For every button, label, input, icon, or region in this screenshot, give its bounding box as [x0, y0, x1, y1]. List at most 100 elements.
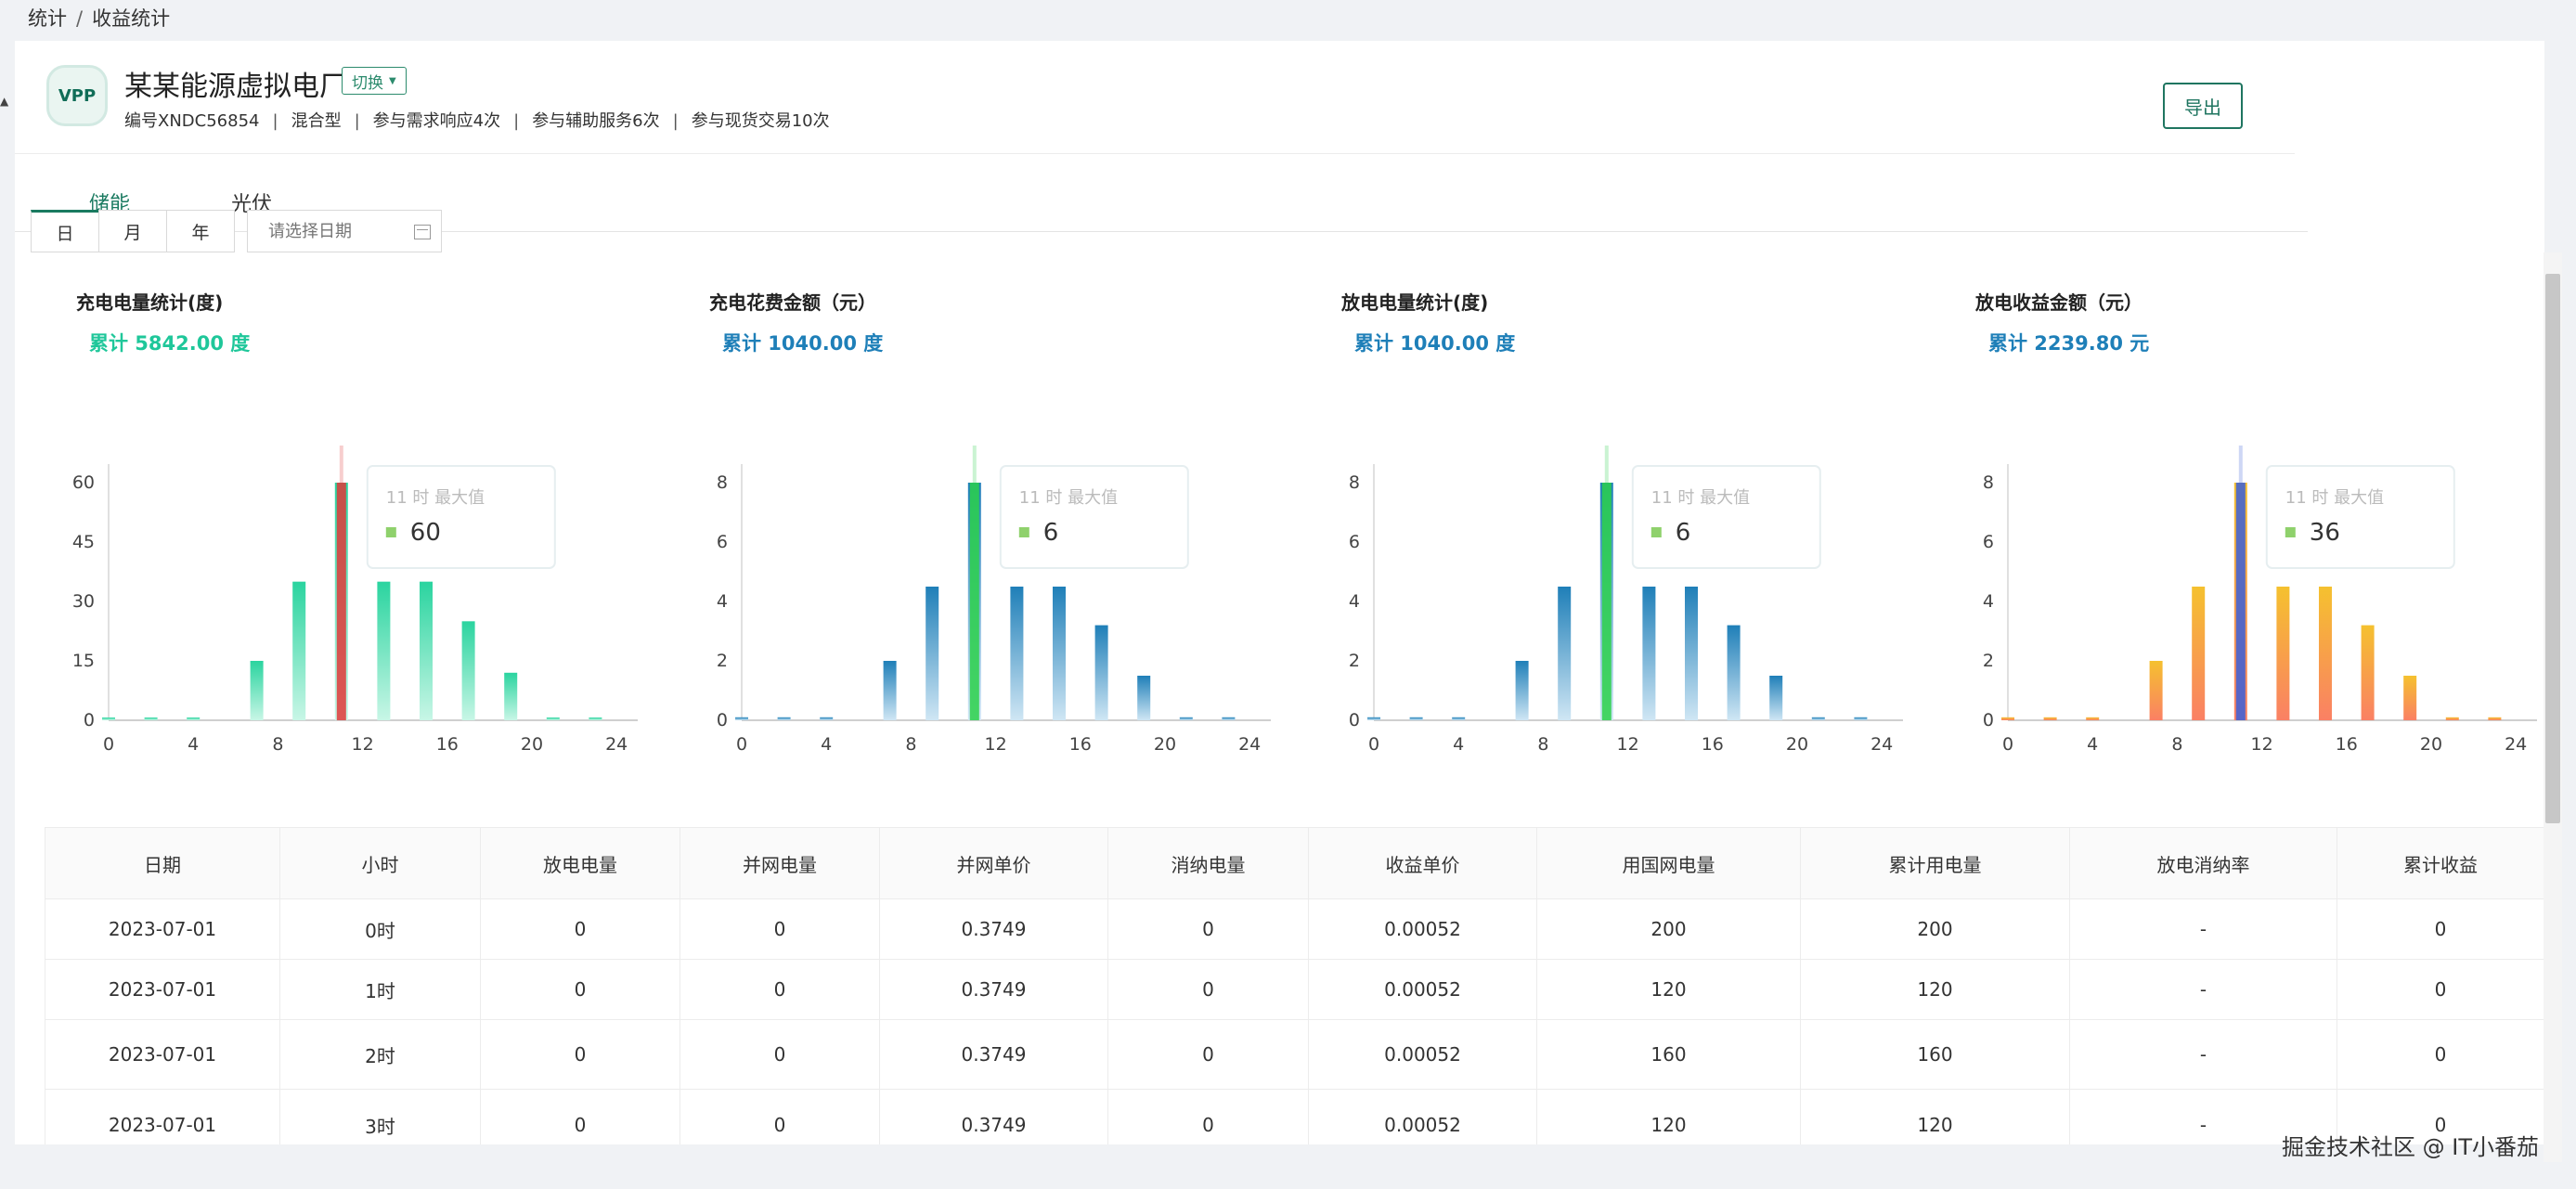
chart-bar: [735, 717, 748, 720]
table-cell: 160: [1536, 1019, 1801, 1090]
x-tick-label: 20: [1786, 734, 1808, 752]
table-cell: 0: [680, 898, 880, 960]
revenue-table: 日期 小时 放电电量 并网电量 并网单价 消纳电量 收益单价 用国网电量 累计用电量 放电消纳率累…: [45, 827, 2544, 1144]
table-cell: 0: [1107, 1089, 1309, 1144]
y-tick-label: 4: [717, 591, 728, 612]
table-cell: -: [2069, 898, 2337, 960]
y-tick-label: 60: [72, 472, 95, 493]
vpp-logo: VPP: [46, 65, 108, 126]
x-tick-label: 24: [1871, 734, 1893, 752]
x-tick-label: 8: [272, 734, 283, 752]
x-tick-label: 12: [1617, 734, 1639, 752]
table-cell: 120: [1536, 959, 1801, 1020]
switch-button[interactable]: 切换 ▼: [342, 67, 407, 95]
table-row[interactable]: 2023-07-01 1时 0 0 0.3749 0 0.00052 120 120-0: [45, 959, 2544, 1020]
x-tick-label: 24: [1238, 734, 1261, 752]
table-row[interactable]: 2023-07-01 0时 0 0 0.3749 0 0.00052 200 200-0: [45, 898, 2544, 960]
tooltip: 11 时 最大值 60: [366, 465, 556, 569]
chart-total: 累计 1040.00 度: [722, 332, 884, 355]
table-cell: 1时: [279, 959, 481, 1020]
chart-bar: [250, 661, 264, 720]
chart-bar: [377, 581, 391, 720]
chart-bar: [1452, 717, 1466, 720]
table-row[interactable]: 2023-07-01 3时 0 0 0.3749 0 0.00052 120 120-0: [45, 1089, 2544, 1144]
x-tick-label: 8: [1537, 734, 1548, 752]
chart-bar: [1179, 717, 1193, 720]
x-tick-label: 0: [103, 734, 114, 752]
table-cell: 0: [480, 1089, 680, 1144]
caret-up-icon[interactable]: ▲: [0, 95, 9, 108]
footer-band: [0, 1144, 2576, 1189]
period-month-button[interactable]: 月: [98, 210, 167, 252]
chart-title: 放电收益金额（元）: [1975, 291, 2142, 314]
chart-bar: [504, 672, 518, 720]
column-header: 并网单价: [879, 827, 1108, 899]
chart-bar: [102, 717, 115, 720]
meta-spot-trading: 参与现货交易10次: [691, 111, 830, 131]
table-cell: 0: [480, 898, 680, 960]
tooltip-title: 11 时 最大值: [2285, 488, 2384, 508]
tooltip-marker: [2285, 527, 2296, 537]
table-cell: 0.3749: [879, 1089, 1108, 1144]
table-cell: -: [2069, 959, 2337, 1020]
table-cell: 0.3749: [879, 898, 1108, 960]
caret-down-icon: ▼: [389, 75, 396, 86]
y-tick-label: 2: [1983, 651, 1994, 671]
table-cell: -: [2069, 1019, 2337, 1090]
chart-total: 累计 2239.80 元: [1988, 332, 2150, 355]
x-tick-label: 0: [1368, 734, 1379, 752]
tooltip: 11 时 最大值 6: [999, 465, 1189, 569]
x-tick-label: 8: [2171, 734, 2182, 752]
x-tick-label: 16: [1069, 734, 1092, 752]
scrollbar-thumb[interactable]: [2545, 274, 2560, 823]
table-cell: 2023-07-01: [45, 1019, 280, 1090]
chart-bar: [1727, 625, 1741, 720]
table-body: 2023-07-01 0时 0 0 0.3749 0 0.00052 200 200-0 2023…: [45, 898, 2544, 1144]
breadcrumb-separator: /: [76, 7, 84, 30]
tooltip: 11 时 最大值 36: [2265, 465, 2455, 569]
calendar-icon[interactable]: [414, 225, 431, 239]
highlight-glow: [1604, 446, 1609, 483]
meta-separator: |: [672, 111, 679, 131]
table-cell: 0: [680, 959, 880, 1020]
period-day-button[interactable]: 日: [31, 210, 99, 252]
column-header: 日期: [45, 827, 280, 899]
export-button[interactable]: 导出: [2163, 83, 2243, 129]
table-cell: 0.00052: [1308, 959, 1537, 1020]
chart-total: 累计 5842.00 度: [89, 332, 251, 355]
chart-bar: [1137, 676, 1151, 720]
meta-separator: |: [513, 111, 520, 131]
period-year-button[interactable]: 年: [166, 210, 235, 252]
chart-bar: [926, 587, 939, 720]
chart-bar: [1642, 587, 1656, 720]
breadcrumb-parent[interactable]: 统计: [28, 7, 67, 30]
y-tick-label: 0: [1983, 710, 1994, 730]
table-cell: 0.00052: [1308, 1089, 1537, 1144]
y-tick-label: 6: [1349, 532, 1360, 552]
chart-bar: [2276, 587, 2290, 720]
tooltip-title: 11 时 最大值: [1019, 488, 1118, 508]
table-cell: 0时: [279, 898, 481, 960]
column-header: 消纳电量: [1107, 827, 1309, 899]
y-tick-label: 45: [72, 532, 95, 552]
column-header: 累计用电量: [1800, 827, 2070, 899]
tooltip-box: [1631, 465, 1821, 569]
date-picker-input[interactable]: [247, 210, 442, 252]
chart-bar: [1367, 717, 1380, 720]
chart-bar: [2149, 661, 2163, 720]
chart-bar: [777, 717, 791, 720]
chart-discharge-revenue: 0 2 4 6 8 0 4 8 12 16 20 24 11 时 最大值 36 放电收益金额（元） 累计 …: [1961, 288, 2576, 752]
plant-meta: 编号XNDC56854 | 混合型 | 参与需求响应4次 | 参与辅助服务6次 | 参与现货交易…: [124, 108, 830, 132]
chart-bar: [2403, 676, 2417, 720]
chart-bar: [461, 621, 475, 720]
x-tick-label: 4: [821, 734, 832, 752]
y-tick-label: 0: [717, 710, 728, 730]
table-row[interactable]: 2023-07-01 2时 0 0 0.3749 0 0.00052 160 160-0: [45, 1019, 2544, 1090]
y-tick-label: 8: [717, 472, 728, 493]
x-tick-label: 12: [2251, 734, 2273, 752]
chart-bar: [2445, 717, 2459, 720]
y-tick-label: 15: [72, 651, 95, 671]
meta-id: 编号XNDC56854: [124, 111, 260, 131]
meta-type: 混合型: [291, 111, 342, 131]
